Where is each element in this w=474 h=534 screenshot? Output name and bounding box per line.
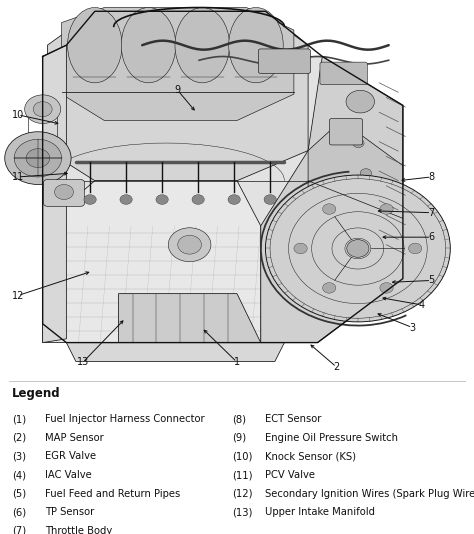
Circle shape [380,282,393,293]
Circle shape [192,194,204,205]
Text: (4): (4) [12,470,26,480]
Circle shape [383,259,394,268]
Text: 9: 9 [175,85,181,96]
Text: (2): (2) [12,433,26,443]
Text: PCV Valve: PCV Valve [265,470,315,480]
Polygon shape [43,180,261,343]
Text: (1): (1) [12,414,26,425]
Polygon shape [66,343,284,362]
Circle shape [375,229,387,238]
Text: 6: 6 [428,232,434,242]
Circle shape [323,282,336,293]
Text: (8): (8) [232,414,246,425]
Circle shape [168,228,211,262]
Text: ECT Sensor: ECT Sensor [265,414,322,425]
Circle shape [264,194,276,205]
Text: 10: 10 [12,110,24,120]
Text: IAC Valve: IAC Valve [45,470,92,480]
Text: 4: 4 [419,300,425,310]
Polygon shape [308,121,403,279]
Text: 11: 11 [12,172,24,182]
Circle shape [368,199,379,208]
Polygon shape [43,57,403,343]
Polygon shape [47,11,308,180]
Circle shape [323,204,336,214]
Text: (6): (6) [12,507,26,517]
Circle shape [25,95,61,123]
Text: Fuel Feed and Return Pipes: Fuel Feed and Return Pipes [45,489,180,499]
Circle shape [353,138,364,147]
Text: MAP Sensor: MAP Sensor [45,433,104,443]
Text: (5): (5) [12,489,26,499]
Text: 2: 2 [333,362,340,372]
Text: Engine Oil Pressure Switch: Engine Oil Pressure Switch [265,433,399,443]
Circle shape [5,132,71,184]
Circle shape [156,194,168,205]
Circle shape [294,243,307,254]
Circle shape [120,194,132,205]
Polygon shape [62,7,294,121]
Text: Throttle Body: Throttle Body [45,526,112,534]
Text: TP Sensor: TP Sensor [45,507,94,517]
Text: 7: 7 [428,208,435,218]
Circle shape [33,101,52,117]
Ellipse shape [175,7,229,83]
Circle shape [84,194,96,205]
Circle shape [26,148,50,168]
Ellipse shape [228,7,283,83]
Text: Upper Intake Manifold: Upper Intake Manifold [265,507,375,517]
Text: 5: 5 [428,276,435,286]
Circle shape [409,243,422,254]
Circle shape [380,204,393,214]
Text: (13): (13) [232,507,253,517]
Polygon shape [43,45,66,343]
FancyBboxPatch shape [320,62,367,85]
Polygon shape [261,57,403,343]
FancyBboxPatch shape [44,179,84,206]
Circle shape [178,235,201,254]
Text: 3: 3 [410,323,415,333]
Text: 13: 13 [77,357,89,367]
Text: (9): (9) [232,433,246,443]
FancyBboxPatch shape [258,49,310,73]
Circle shape [55,184,73,200]
Circle shape [228,194,240,205]
Circle shape [346,90,374,113]
Ellipse shape [68,7,122,83]
Text: (11): (11) [232,470,253,480]
Text: Knock Sensor (KS): Knock Sensor (KS) [265,451,356,461]
Polygon shape [118,294,261,343]
Ellipse shape [121,7,176,83]
Text: 8: 8 [428,172,434,182]
Circle shape [347,240,369,257]
Text: Secondary Ignition Wires (Spark Plug Wires): Secondary Ignition Wires (Spark Plug Wir… [265,489,474,499]
Text: 1: 1 [234,357,240,367]
Text: (12): (12) [232,489,253,499]
Text: EGR Valve: EGR Valve [45,451,96,461]
Circle shape [360,169,372,178]
Text: (10): (10) [232,451,253,461]
Circle shape [14,139,62,177]
Text: (7): (7) [12,526,26,534]
Text: Fuel Injector Harness Connector: Fuel Injector Harness Connector [45,414,205,425]
Text: 12: 12 [12,290,24,301]
FancyBboxPatch shape [329,119,363,145]
Text: (3): (3) [12,451,26,461]
Text: Legend: Legend [12,388,61,400]
Circle shape [265,175,450,322]
